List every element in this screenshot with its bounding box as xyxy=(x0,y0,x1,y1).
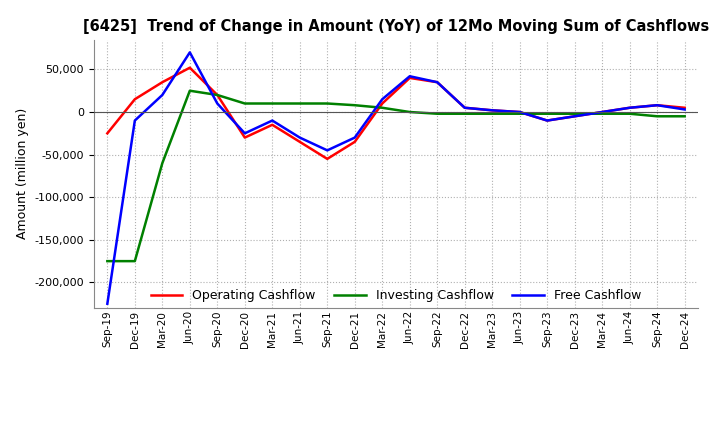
Free Cashflow xyxy=(268,118,276,123)
Investing Cashflow xyxy=(186,88,194,93)
Free Cashflow xyxy=(186,50,194,55)
Investing Cashflow xyxy=(598,111,606,116)
Investing Cashflow xyxy=(405,110,414,115)
Operating Cashflow xyxy=(158,80,166,85)
Free Cashflow xyxy=(598,110,606,115)
Investing Cashflow xyxy=(323,101,332,106)
Operating Cashflow xyxy=(598,110,606,115)
Operating Cashflow xyxy=(351,139,359,144)
Free Cashflow xyxy=(103,301,112,306)
Investing Cashflow xyxy=(680,114,689,119)
Operating Cashflow xyxy=(653,103,662,108)
Operating Cashflow xyxy=(295,139,304,144)
Free Cashflow xyxy=(158,92,166,98)
Investing Cashflow xyxy=(433,111,441,116)
Investing Cashflow xyxy=(488,111,497,116)
Free Cashflow xyxy=(351,135,359,140)
Investing Cashflow xyxy=(268,101,276,106)
Investing Cashflow xyxy=(351,103,359,108)
Operating Cashflow xyxy=(460,105,469,110)
Operating Cashflow xyxy=(323,156,332,161)
Free Cashflow xyxy=(488,108,497,113)
Investing Cashflow xyxy=(460,111,469,116)
Line: Investing Cashflow: Investing Cashflow xyxy=(107,91,685,261)
Line: Operating Cashflow: Operating Cashflow xyxy=(107,68,685,159)
Investing Cashflow xyxy=(626,111,634,116)
Operating Cashflow xyxy=(240,135,249,140)
Free Cashflow xyxy=(433,80,441,85)
Operating Cashflow xyxy=(488,108,497,113)
Free Cashflow xyxy=(323,148,332,153)
Free Cashflow xyxy=(295,135,304,140)
Free Cashflow xyxy=(130,118,139,123)
Operating Cashflow xyxy=(433,80,441,85)
Free Cashflow xyxy=(378,97,387,102)
Free Cashflow xyxy=(213,101,222,106)
Free Cashflow xyxy=(240,131,249,136)
Free Cashflow xyxy=(460,105,469,110)
Operating Cashflow xyxy=(570,114,579,119)
Free Cashflow xyxy=(543,118,552,123)
Operating Cashflow xyxy=(378,101,387,106)
Operating Cashflow xyxy=(130,97,139,102)
Operating Cashflow xyxy=(268,122,276,128)
Free Cashflow xyxy=(570,114,579,119)
Free Cashflow xyxy=(626,105,634,110)
Operating Cashflow xyxy=(405,75,414,81)
Operating Cashflow xyxy=(680,105,689,110)
Free Cashflow xyxy=(653,103,662,108)
Investing Cashflow xyxy=(213,92,222,98)
Operating Cashflow xyxy=(186,65,194,70)
Y-axis label: Amount (million yen): Amount (million yen) xyxy=(16,108,29,239)
Investing Cashflow xyxy=(653,114,662,119)
Investing Cashflow xyxy=(130,258,139,264)
Operating Cashflow xyxy=(103,131,112,136)
Investing Cashflow xyxy=(240,101,249,106)
Investing Cashflow xyxy=(570,111,579,116)
Investing Cashflow xyxy=(516,111,524,116)
Free Cashflow xyxy=(680,107,689,112)
Investing Cashflow xyxy=(103,258,112,264)
Operating Cashflow xyxy=(516,110,524,115)
Line: Free Cashflow: Free Cashflow xyxy=(107,52,685,304)
Free Cashflow xyxy=(516,110,524,115)
Operating Cashflow xyxy=(213,92,222,98)
Operating Cashflow xyxy=(543,118,552,123)
Operating Cashflow xyxy=(626,105,634,110)
Investing Cashflow xyxy=(158,161,166,166)
Investing Cashflow xyxy=(295,101,304,106)
Free Cashflow xyxy=(405,73,414,79)
Investing Cashflow xyxy=(378,105,387,110)
Investing Cashflow xyxy=(543,111,552,116)
Title: [6425]  Trend of Change in Amount (YoY) of 12Mo Moving Sum of Cashflows: [6425] Trend of Change in Amount (YoY) o… xyxy=(83,19,709,34)
Legend: Operating Cashflow, Investing Cashflow, Free Cashflow: Operating Cashflow, Investing Cashflow, … xyxy=(146,284,646,307)
